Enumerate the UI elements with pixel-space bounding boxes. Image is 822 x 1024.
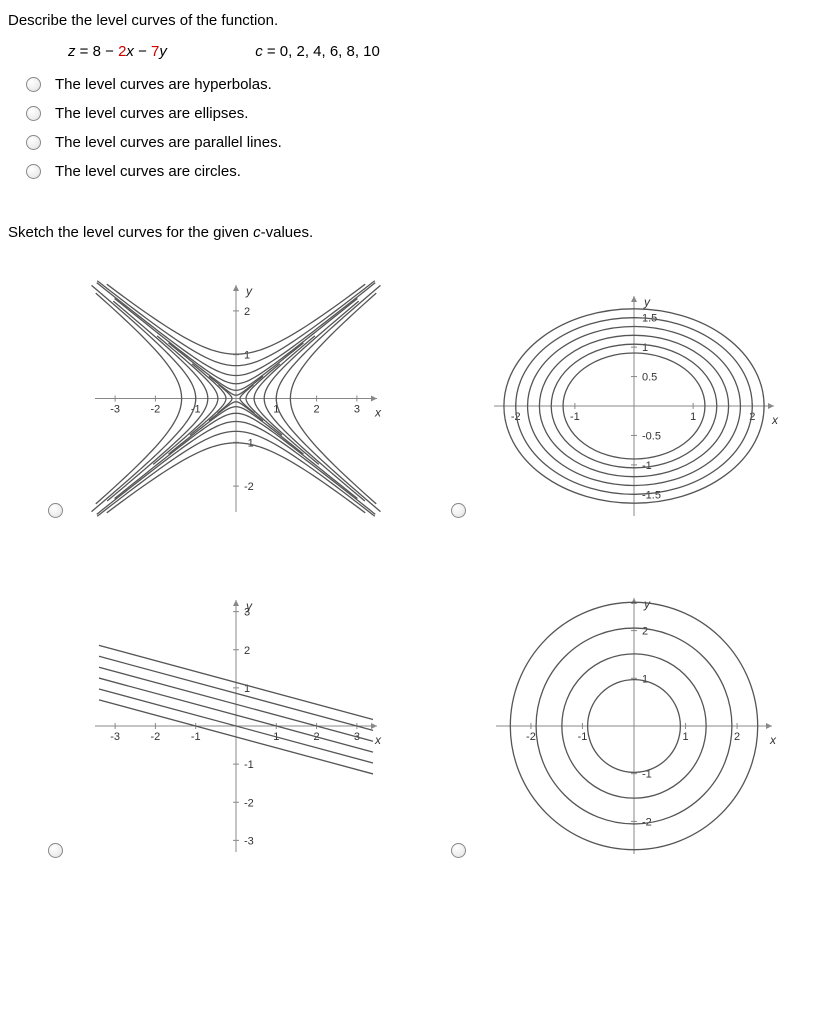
svg-text:2: 2 bbox=[244, 645, 250, 657]
option-parallel-lines[interactable]: The level curves are parallel lines. bbox=[26, 134, 804, 151]
eqn-clabel: c bbox=[255, 43, 263, 60]
radio-icon[interactable] bbox=[451, 843, 466, 858]
graph-hyperbolas: -3-2-1123-2-112xy bbox=[81, 271, 391, 526]
svg-text:2: 2 bbox=[642, 626, 648, 638]
sketch-c: c bbox=[253, 224, 261, 241]
svg-text:2: 2 bbox=[314, 404, 320, 416]
eqn-x: x bbox=[126, 43, 134, 60]
svg-text:x: x bbox=[771, 413, 779, 427]
graph-option-ellipses[interactable]: -2-112-1.5-1-0.50.511.5xy bbox=[411, 271, 804, 526]
graph-option-lines[interactable]: -3-2-1123-3-2-1123xy bbox=[8, 586, 401, 866]
radio-icon[interactable] bbox=[48, 503, 63, 518]
radio-icon[interactable] bbox=[26, 164, 41, 179]
svg-text:x: x bbox=[374, 406, 382, 420]
svg-text:-2: -2 bbox=[526, 731, 536, 743]
option-hyperbolas[interactable]: The level curves are hyperbolas. bbox=[26, 76, 804, 93]
svg-text:1: 1 bbox=[690, 411, 696, 423]
svg-text:1: 1 bbox=[244, 350, 250, 362]
svg-text:x: x bbox=[769, 733, 777, 747]
equation: z = 8 − 2x − 7y c = 0, 2, 4, 6, 8, 10 bbox=[68, 43, 804, 60]
svg-text:-2: -2 bbox=[151, 731, 161, 743]
svg-text:y: y bbox=[245, 599, 253, 613]
svg-text:1: 1 bbox=[642, 673, 648, 685]
svg-text:y: y bbox=[643, 597, 651, 611]
option-circles[interactable]: The level curves are circles. bbox=[26, 163, 804, 180]
sketch-post: -values. bbox=[261, 224, 314, 241]
svg-text:-2: -2 bbox=[151, 404, 161, 416]
svg-text:2: 2 bbox=[734, 731, 740, 743]
eqn-minus2: − bbox=[134, 43, 151, 60]
svg-text:-3: -3 bbox=[244, 835, 254, 847]
graph-circles: -2-112-2-112xy bbox=[484, 586, 784, 866]
options-group: The level curves are hyperbolas. The lev… bbox=[26, 76, 804, 180]
svg-text:-3: -3 bbox=[110, 404, 120, 416]
graph-ellipses: -2-112-1.5-1-0.50.511.5xy bbox=[484, 286, 784, 526]
sketch-pre: Sketch the level curves for the given bbox=[8, 224, 253, 241]
graph-option-circles[interactable]: -2-112-2-112xy bbox=[411, 586, 804, 866]
svg-text:x: x bbox=[374, 733, 382, 747]
eqn-minus1: − bbox=[101, 43, 118, 60]
option-label: The level curves are ellipses. bbox=[55, 105, 248, 122]
svg-text:-1: -1 bbox=[191, 731, 201, 743]
svg-text:3: 3 bbox=[354, 404, 360, 416]
svg-text:y: y bbox=[245, 284, 253, 298]
option-label: The level curves are parallel lines. bbox=[55, 134, 282, 151]
radio-icon[interactable] bbox=[26, 135, 41, 150]
graph-parallel-lines: -3-2-1123-3-2-1123xy bbox=[81, 586, 391, 866]
option-label: The level curves are hyperbolas. bbox=[55, 76, 272, 93]
svg-text:y: y bbox=[643, 295, 651, 309]
eqn-z: z bbox=[68, 43, 76, 60]
svg-text:-0.5: -0.5 bbox=[642, 430, 661, 442]
option-label: The level curves are circles. bbox=[55, 163, 241, 180]
radio-icon[interactable] bbox=[26, 77, 41, 92]
option-ellipses[interactable]: The level curves are ellipses. bbox=[26, 105, 804, 122]
svg-text:-1.5: -1.5 bbox=[642, 489, 661, 501]
eqn-y: y bbox=[159, 43, 167, 60]
svg-text:-1: -1 bbox=[244, 759, 254, 771]
svg-text:0.5: 0.5 bbox=[642, 372, 657, 384]
radio-icon[interactable] bbox=[451, 503, 466, 518]
radio-icon[interactable] bbox=[26, 106, 41, 121]
eqn-cvals: = 0, 2, 4, 6, 8, 10 bbox=[263, 43, 380, 60]
svg-text:-3: -3 bbox=[110, 731, 120, 743]
svg-text:-1: -1 bbox=[578, 731, 588, 743]
svg-text:1: 1 bbox=[682, 731, 688, 743]
eqn-eq: = bbox=[76, 43, 93, 60]
svg-text:2: 2 bbox=[244, 306, 250, 318]
question-sketch: Sketch the level curves for the given c-… bbox=[8, 224, 804, 241]
svg-text:-1: -1 bbox=[570, 411, 580, 423]
question-describe: Describe the level curves of the functio… bbox=[8, 12, 804, 29]
svg-text:-2: -2 bbox=[244, 481, 254, 493]
graph-option-hyperbolas[interactable]: -3-2-1123-2-112xy bbox=[8, 271, 401, 526]
radio-icon[interactable] bbox=[48, 843, 63, 858]
svg-text:-1: -1 bbox=[642, 460, 652, 472]
svg-text:-2: -2 bbox=[244, 797, 254, 809]
eqn-const: 8 bbox=[93, 43, 101, 60]
